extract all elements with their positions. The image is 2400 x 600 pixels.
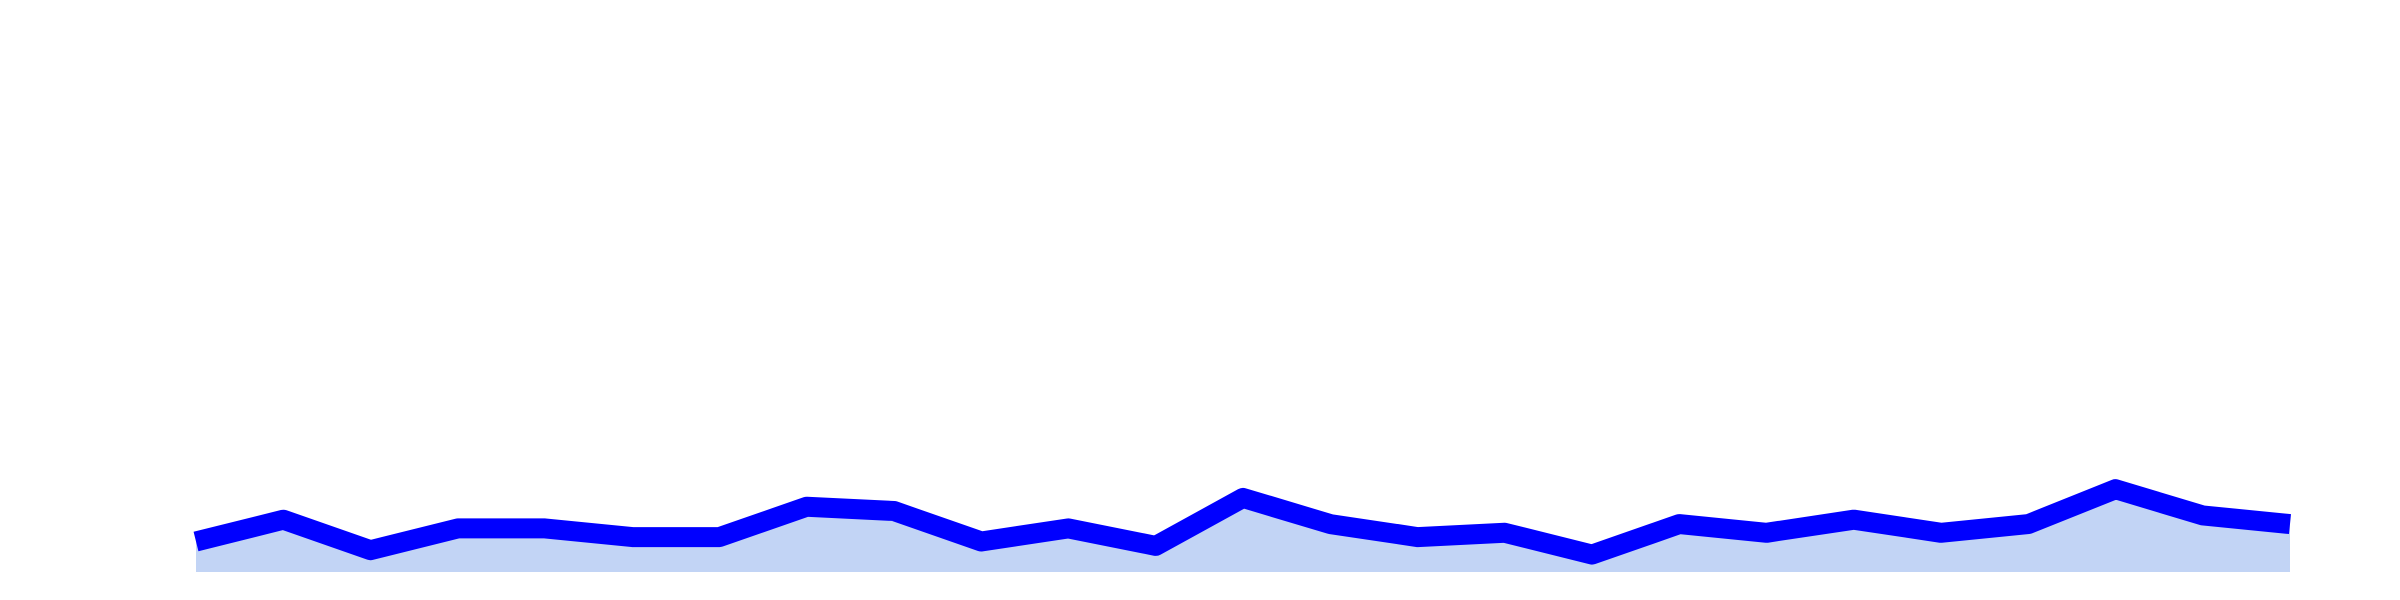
data-point-10 — [971, 532, 991, 552]
data-point-23 — [2106, 479, 2126, 499]
area-fill-layer — [196, 489, 2290, 572]
series-area — [196, 489, 2290, 572]
data-point-25 — [2280, 514, 2300, 534]
data-point-20 — [1844, 510, 1864, 530]
data-point-1 — [186, 532, 206, 552]
data-point-9 — [884, 501, 904, 521]
data-point-8 — [797, 497, 817, 517]
data-point-2 — [273, 510, 293, 530]
data-point-12 — [1146, 536, 1166, 556]
data-point-16 — [1495, 523, 1515, 543]
series-line — [193, 479, 2291, 565]
data-point-24 — [2193, 505, 2213, 525]
data-point-6 — [622, 527, 642, 547]
data-point-7 — [710, 527, 730, 547]
data-point-4 — [448, 518, 468, 538]
data-point-17 — [1582, 545, 1602, 565]
data-point-22 — [2018, 514, 2038, 534]
data-point-13 — [1233, 488, 1253, 508]
data-point-14 — [1320, 514, 1340, 534]
data-point-15 — [1408, 527, 1428, 547]
data-point-3 — [361, 540, 381, 560]
data-point-21 — [1931, 523, 1951, 543]
data-point-18 — [1669, 514, 1689, 534]
data-point-19 — [1757, 523, 1777, 543]
data-point-11 — [1059, 518, 1079, 538]
series-line-layer — [193, 479, 2291, 565]
data-point-5 — [535, 518, 555, 538]
